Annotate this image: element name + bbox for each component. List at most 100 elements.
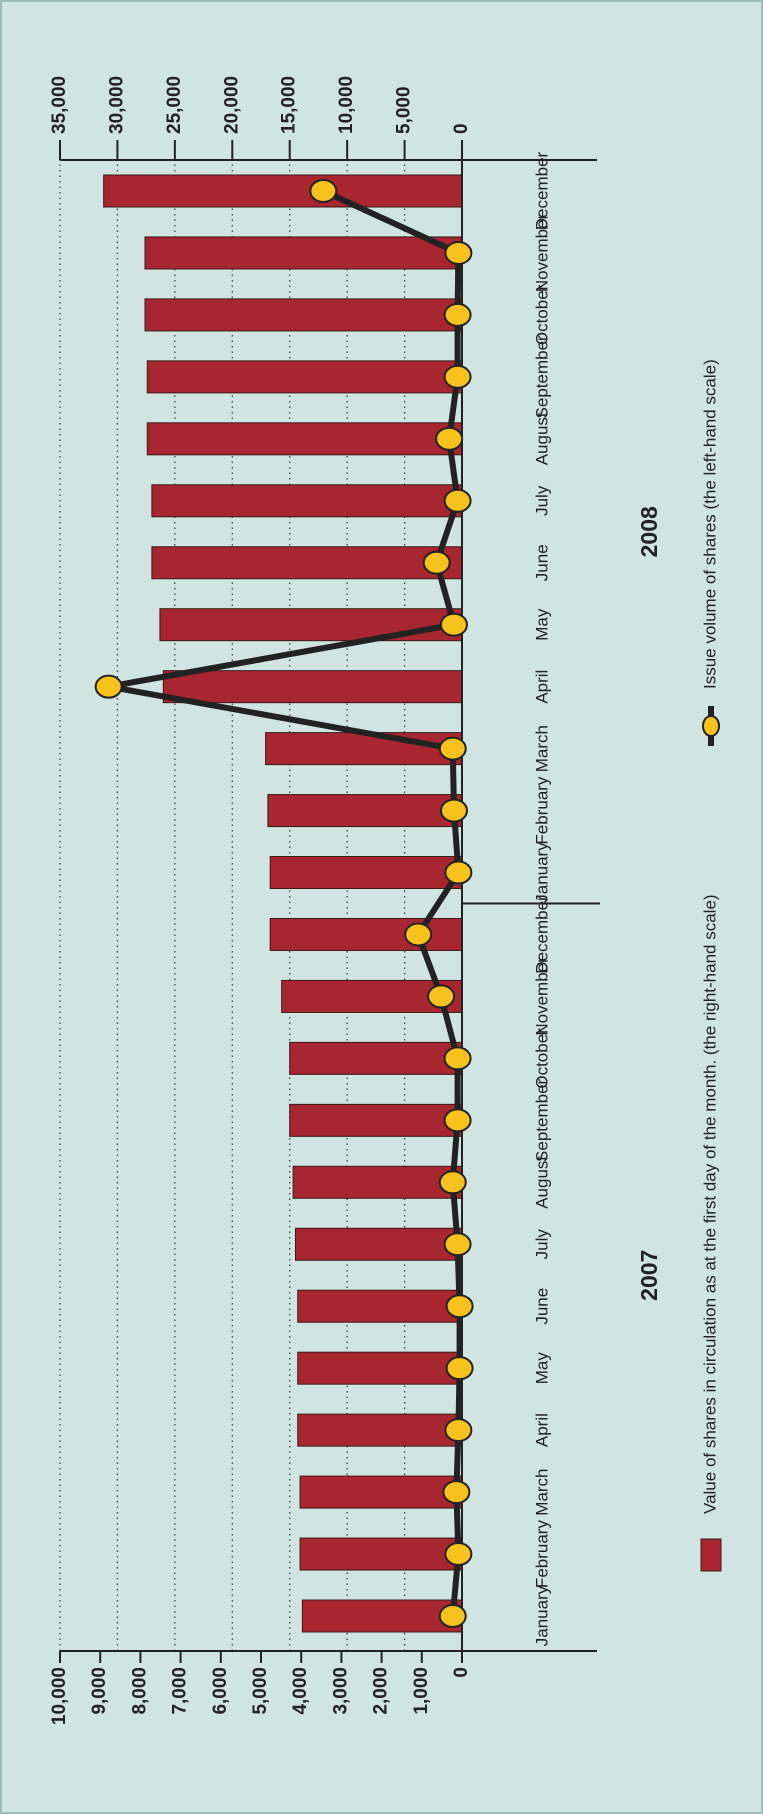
y-tick-label: 2,000	[371, 1667, 392, 1715]
marker	[438, 736, 467, 761]
bar	[297, 1413, 463, 1447]
x-tick-label: August	[532, 412, 551, 465]
marker	[443, 1108, 472, 1133]
marker	[422, 550, 451, 575]
marker	[404, 922, 433, 947]
y-tick-label: 3,000	[330, 1667, 351, 1715]
x-tick-label: September	[532, 1078, 551, 1161]
legend-marker	[702, 715, 720, 737]
marker	[427, 984, 456, 1009]
y2-tick-label: 30,000	[106, 76, 127, 134]
bar	[265, 732, 463, 766]
x-tick-label: June	[532, 544, 551, 581]
bar	[162, 670, 463, 704]
marker	[439, 612, 468, 637]
y2-tick-label: 0	[451, 123, 472, 134]
y-tick-label: 4,000	[290, 1667, 311, 1715]
marker	[438, 1170, 467, 1195]
marker	[445, 1294, 474, 1319]
legend-swatch	[700, 1538, 722, 1572]
marker	[445, 1356, 474, 1381]
bar	[151, 484, 463, 518]
marker	[443, 488, 472, 513]
bar	[144, 236, 463, 270]
marker	[443, 302, 472, 327]
year-label: 2007	[636, 1250, 662, 1301]
bar	[299, 1537, 463, 1571]
marker	[443, 364, 472, 389]
marker	[444, 240, 473, 265]
legend-label: Issue volume of shares (the left-hand sc…	[700, 359, 719, 689]
marker	[444, 1542, 473, 1567]
bar	[146, 422, 463, 456]
marker	[443, 1232, 472, 1257]
y2-tick-label: 35,000	[49, 76, 70, 134]
x-tick-label: September	[532, 335, 551, 418]
y-tick-label: 8,000	[129, 1667, 150, 1715]
bar	[269, 856, 463, 890]
x-tick-label: May	[532, 608, 551, 641]
bar	[289, 1103, 463, 1137]
bar	[292, 1165, 463, 1199]
bar	[151, 546, 463, 580]
y2-tick-label: 5,000	[394, 86, 415, 134]
marker	[442, 1480, 471, 1505]
y-tick-label: 10,000	[49, 1667, 70, 1725]
marker	[443, 1046, 472, 1071]
bar	[159, 608, 463, 642]
x-tick-label: November	[532, 957, 551, 1036]
x-tick-label: March	[532, 1468, 551, 1515]
y2-tick-label: 10,000	[336, 76, 357, 134]
x-tick-label: November	[532, 213, 551, 292]
bar	[301, 1599, 463, 1633]
x-tick-label: July	[532, 485, 551, 516]
legend-label: Value of shares in circulation as at the…	[700, 894, 719, 1514]
line	[105, 188, 463, 1617]
x-tick-label: August	[532, 1156, 551, 1209]
y2-tick-label: 20,000	[221, 76, 242, 134]
marker	[444, 1418, 473, 1443]
y-tick-label: 5,000	[250, 1667, 271, 1715]
bar	[269, 917, 463, 951]
x-tick-label: January	[532, 842, 551, 903]
y-tick-label: 6,000	[210, 1667, 231, 1715]
x-tick-label: April	[532, 670, 551, 704]
plot: 0 5,000 10,000 15,000 20,000 25,000 30,000 35,0…	[49, 76, 722, 1725]
x-tick-label: June	[532, 1288, 551, 1325]
bar	[299, 1475, 463, 1509]
bar	[297, 1289, 463, 1323]
x-tick-label: October	[532, 1028, 551, 1089]
x-tick-label: July	[532, 1229, 551, 1260]
x-tick-label: February	[532, 1520, 551, 1589]
marker	[438, 1604, 467, 1628]
x-tick-label: December	[532, 151, 551, 230]
y2-tick-label: 15,000	[279, 76, 300, 134]
marker	[435, 426, 464, 451]
year-label: 2008	[636, 506, 662, 557]
bar	[294, 1227, 463, 1261]
marker	[94, 674, 123, 699]
marker	[309, 179, 338, 203]
marker	[439, 798, 468, 823]
y2-tick-label: 25,000	[164, 76, 185, 134]
bar	[289, 1041, 463, 1075]
x-tick-label: February	[532, 776, 551, 845]
x-tick-label: December	[532, 895, 551, 974]
x-tick-label: May	[532, 1352, 551, 1385]
x-tick-label: April	[532, 1413, 551, 1447]
bar	[267, 794, 463, 828]
bar	[103, 174, 463, 208]
x-tick-label: October	[532, 284, 551, 345]
y-tick-label: 1,000	[411, 1667, 432, 1715]
bar	[297, 1351, 463, 1385]
y-tick-label: 0	[451, 1667, 472, 1678]
bar	[146, 360, 463, 394]
marker	[444, 860, 473, 885]
x-tick-label: March	[532, 725, 551, 772]
bar	[144, 298, 463, 332]
y-tick-label: 9,000	[89, 1667, 110, 1715]
x-tick-label: January	[532, 1585, 551, 1646]
y-tick-label: 7,000	[170, 1667, 191, 1715]
